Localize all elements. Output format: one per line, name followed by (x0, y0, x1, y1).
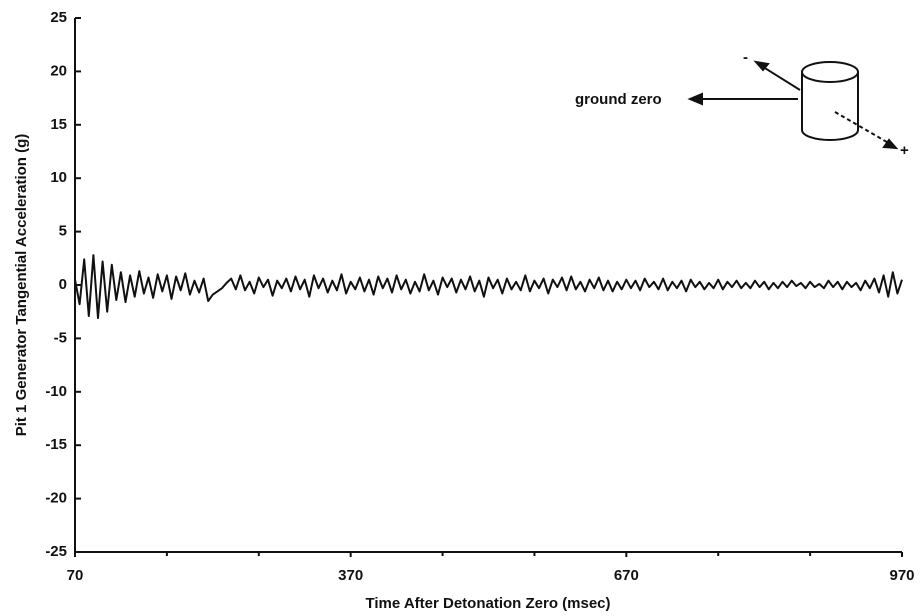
data-line (74, 254, 903, 320)
annotation: - (743, 49, 748, 66)
x-tick-label: 70 (67, 567, 84, 584)
x-tick-label: 970 (889, 567, 914, 584)
annotation: ground zero (575, 91, 662, 108)
y-axis-label: Pit 1 Generator Tangential Acceleration … (13, 134, 30, 437)
x-tick-label: 670 (614, 567, 639, 584)
y-tick-label: 20 (50, 62, 67, 79)
x-tick-label: 370 (338, 567, 363, 584)
y-tick-label: 0 (59, 276, 67, 293)
annotation: + (900, 142, 909, 159)
y-tick-label: 15 (50, 116, 67, 133)
y-tick-label: 5 (59, 223, 67, 240)
y-tick-label: -5 (54, 329, 67, 346)
y-tick-label: 25 (50, 9, 67, 26)
cylinder-diagram (687, 60, 899, 150)
y-tick-label: 10 (50, 169, 67, 186)
y-tick-label: -10 (45, 383, 67, 400)
y-tick-label: -15 (45, 436, 67, 453)
y-tick-label: -25 (45, 543, 67, 560)
x-axis-label: Time After Detonation Zero (msec) (365, 595, 610, 612)
y-tick-label: -20 (45, 490, 67, 507)
